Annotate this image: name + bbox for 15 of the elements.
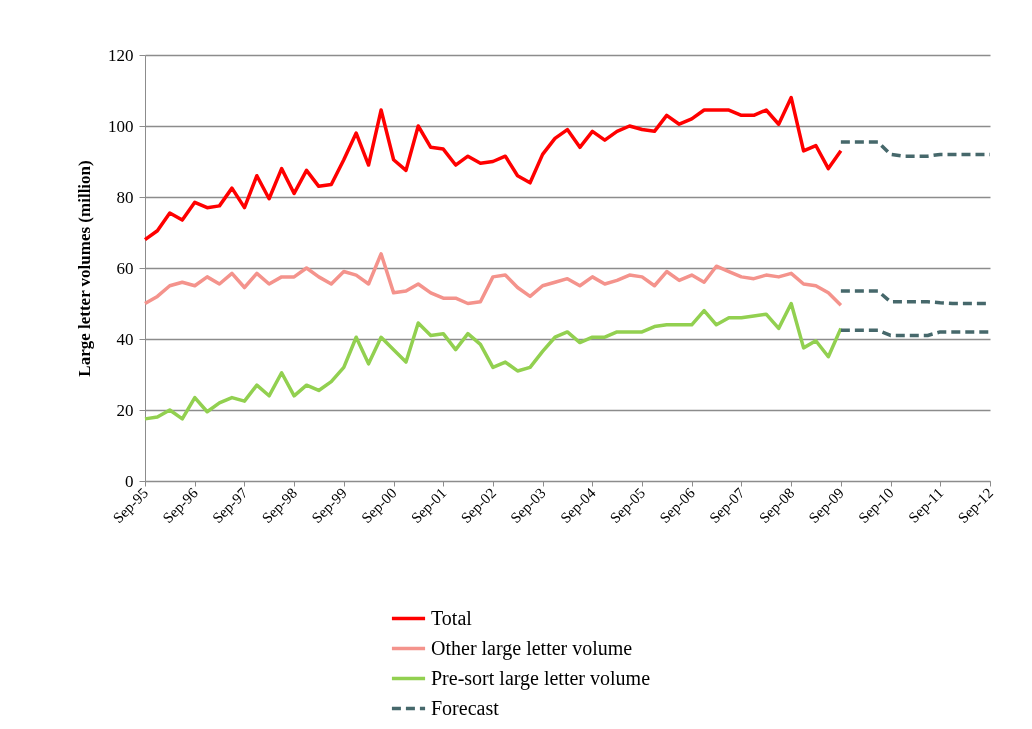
line-series xyxy=(143,252,843,308)
y-tick-label: 120 xyxy=(108,45,134,65)
legend-label: Forecast xyxy=(431,696,500,719)
line-series xyxy=(143,95,843,242)
y-tick-label: 20 xyxy=(116,400,134,420)
y-tick-label: 80 xyxy=(116,187,134,207)
y-tick-label: 100 xyxy=(108,116,134,136)
y-tick-label: 60 xyxy=(116,258,134,278)
line-series xyxy=(143,301,843,421)
legend-label: Other large letter volume xyxy=(431,636,633,660)
y-axis-title: Large letter volumes (million) xyxy=(75,160,94,377)
legend-label: Total xyxy=(431,606,473,629)
y-tick-label: 0 xyxy=(125,471,134,491)
legend-label: Pre-sort large letter volume xyxy=(431,666,651,690)
y-tick-label: 40 xyxy=(116,329,134,349)
